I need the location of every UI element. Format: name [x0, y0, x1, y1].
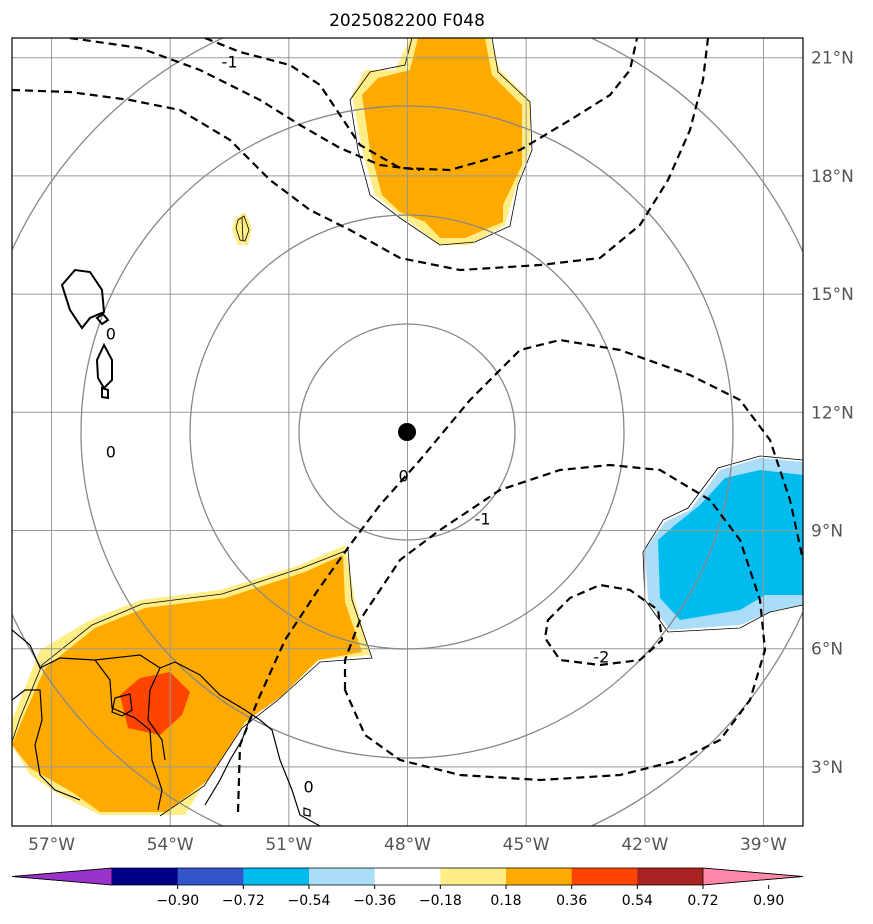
longitude-tick-labels: 57°W 54°W 51°W 48°W 45°W 42°W 39°W [28, 835, 787, 855]
colorbar-tick-label-8: 0.72 [687, 893, 718, 909]
contour-label-2: -1 [475, 510, 491, 529]
coastlines [12, 268, 321, 826]
colorbar-tick-label-1: −0.72 [222, 893, 265, 909]
colorbar-segment-3 [309, 868, 376, 885]
lon-tick-label-5: 42°W [621, 835, 668, 855]
map-area [12, 38, 803, 826]
contour-label-0: -1 [222, 53, 238, 72]
lat-tick-label-6: 21°N [811, 49, 854, 69]
contour-label-5: 0 [106, 443, 116, 462]
colorbar-tick-label-3: −0.36 [353, 893, 396, 909]
range-rings [12, 38, 803, 826]
colorbar-segment-5 [440, 868, 507, 885]
latitude-tick-labels: 3°N 6°N 9°N 12°N 15°N 18°N 21°N [811, 49, 854, 778]
colorbar-segment-4 [374, 868, 441, 885]
colorbar-segment-1 [177, 868, 244, 885]
colorbar: −0.90 −0.72 −0.54 −0.36 −0.18 0.18 0.36 0.54 0.7… [11, 867, 804, 909]
dashed-contours [12, 38, 803, 813]
lat-tick-label-5: 18°N [811, 167, 854, 187]
contour-labels: -1 0 -1 -2 0 0 0 [106, 53, 609, 797]
lat-tick-label-0: 3°N [811, 758, 843, 778]
colorbar-tick-label-9: 0.90 [753, 893, 784, 909]
lat-tick-label-1: 6°N [811, 640, 843, 660]
contour-label-4: 0 [106, 325, 116, 344]
colorbar-tick-label-6: 0.36 [556, 893, 587, 909]
lat-tick-label-2: 9°N [811, 522, 843, 542]
colorbar-tick-label-2: −0.54 [288, 893, 331, 909]
colorbar-segment-7 [571, 868, 638, 885]
small-anomaly-patch [232, 212, 252, 245]
colorbar-low-extension [11, 867, 113, 886]
lon-tick-label-3: 48°W [384, 835, 431, 855]
lon-tick-label-0: 57°W [28, 835, 75, 855]
colorbar-segment-6 [506, 868, 573, 885]
map-frame [11, 37, 804, 827]
colorbar-tick-label-5: 0.18 [490, 893, 521, 909]
lon-tick-label-1: 54°W [147, 835, 194, 855]
colorbar-tick-label-0: −0.90 [156, 893, 199, 909]
colorbar-high-extension [702, 867, 804, 886]
positive-anomaly-southwest [12, 545, 373, 817]
lon-tick-label-4: 45°W [503, 835, 550, 855]
contour-label-1: 0 [398, 466, 408, 485]
colorbar-segment-8 [637, 868, 704, 885]
map-title: 2025082200 F048 [329, 11, 485, 31]
lon-tick-label-6: 39°W [740, 835, 787, 855]
colorbar-tick-label-7: 0.54 [622, 893, 653, 909]
lon-tick-label-2: 51°W [265, 835, 312, 855]
lat-tick-label-3: 12°N [811, 403, 854, 423]
colorbar-outline [11, 867, 804, 886]
contour-label-3: -2 [593, 648, 609, 667]
lat-tick-label-4: 15°N [811, 285, 854, 305]
contour-label-6: 0 [304, 778, 314, 797]
positive-anomaly-north [349, 38, 533, 246]
storm-center-marker [398, 423, 416, 441]
colorbar-segment-0 [112, 868, 179, 885]
colorbar-segment-2 [243, 868, 310, 885]
colorbar-tick-label-4: −0.18 [419, 893, 462, 909]
